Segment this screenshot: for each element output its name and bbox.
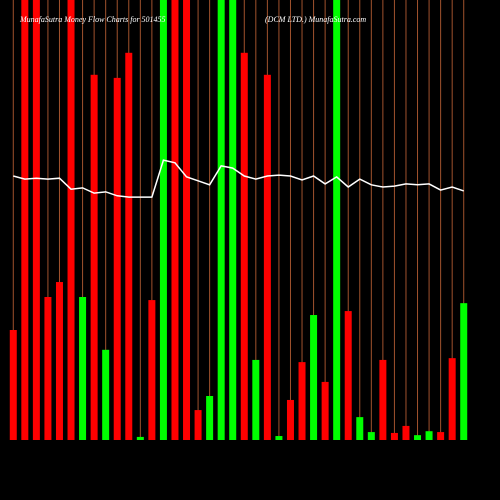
bar <box>333 0 341 440</box>
bar <box>113 77 121 440</box>
bar <box>286 399 294 440</box>
bar <box>240 52 248 441</box>
bar <box>9 330 17 440</box>
bar <box>194 410 202 440</box>
bar <box>90 74 98 441</box>
bar <box>460 303 468 440</box>
bar <box>437 432 445 440</box>
bar <box>379 359 387 440</box>
bar <box>125 52 133 441</box>
chart-subtitle: (DCM LTD.) MunafaSutra.com <box>265 15 366 24</box>
bar <box>21 0 29 440</box>
bar <box>414 435 422 440</box>
bar <box>183 0 191 440</box>
bar <box>344 311 352 440</box>
bar <box>263 74 271 441</box>
bar <box>425 431 433 440</box>
bar <box>79 297 87 440</box>
bar <box>217 0 225 440</box>
chart-title: MunafaSutra Money Flow Charts for 501455 <box>19 15 166 24</box>
bar <box>55 282 63 440</box>
plot-area <box>9 0 468 441</box>
bar <box>402 425 410 440</box>
bar <box>159 0 167 440</box>
bar <box>310 315 318 440</box>
bar <box>44 297 52 440</box>
bar <box>32 0 40 440</box>
bar <box>367 432 375 440</box>
bar <box>171 0 179 440</box>
bar <box>206 396 214 440</box>
bar <box>67 0 75 440</box>
bar <box>356 417 364 440</box>
bar <box>275 436 283 440</box>
bar <box>136 436 144 440</box>
bar <box>448 358 456 440</box>
bar <box>252 359 260 440</box>
money-flow-line <box>13 159 464 198</box>
bar <box>148 300 156 440</box>
bar <box>229 0 237 440</box>
bar <box>321 381 329 440</box>
bar <box>298 362 306 440</box>
bar <box>102 349 110 440</box>
bar <box>390 432 398 440</box>
